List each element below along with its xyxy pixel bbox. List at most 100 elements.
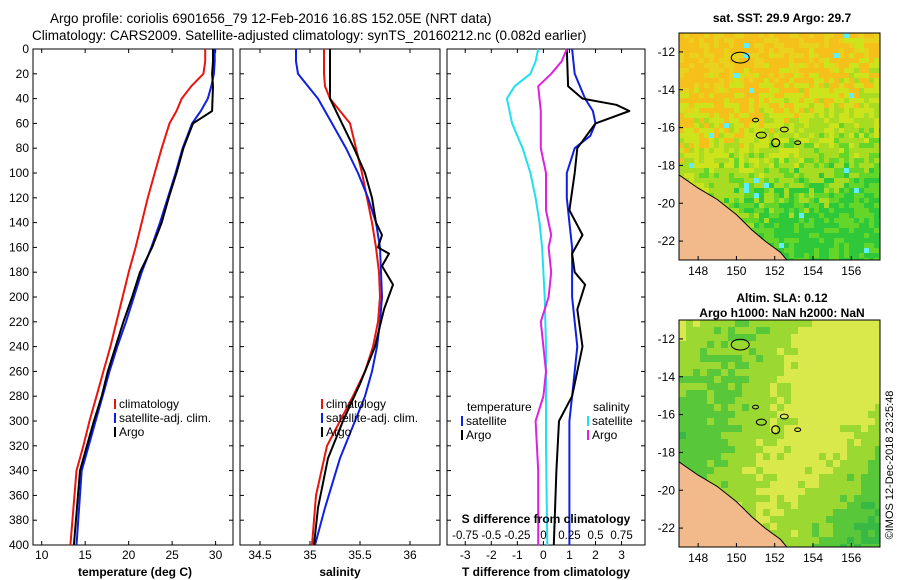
map-cell	[719, 43, 724, 48]
map-cell	[679, 460, 686, 467]
map-cell	[709, 73, 714, 78]
map-cell	[709, 158, 714, 163]
map-cell	[844, 218, 849, 223]
map-cell	[864, 103, 869, 108]
map-cell	[769, 163, 774, 168]
map-cell	[840, 404, 847, 411]
map-cell	[849, 193, 854, 198]
map-cell	[756, 488, 763, 495]
map-cell	[714, 143, 719, 148]
map-cell	[824, 93, 829, 98]
map-cell	[742, 369, 749, 376]
map-cell	[774, 173, 779, 178]
map-cell	[784, 243, 789, 248]
map-cell	[854, 108, 859, 113]
map-cell	[854, 218, 859, 223]
reef-outline	[752, 117, 760, 123]
map-cell	[774, 203, 779, 208]
map-cell	[859, 113, 864, 118]
map-cell	[839, 178, 844, 183]
map-cell	[735, 481, 742, 488]
map-cell	[812, 481, 819, 488]
map-cell	[805, 334, 812, 341]
map-cell	[861, 530, 868, 537]
map-cell	[812, 488, 819, 495]
map-cell	[829, 93, 834, 98]
map-cell	[819, 68, 824, 73]
map-cell	[864, 228, 869, 233]
map-cell	[809, 103, 814, 108]
map-cell	[859, 143, 864, 148]
x-tick-label: 0	[540, 548, 547, 562]
map-cell	[829, 133, 834, 138]
map-cell	[724, 158, 729, 163]
map-cell	[704, 183, 709, 188]
map-cell	[864, 63, 869, 68]
map-cell	[724, 148, 729, 153]
map-cell	[749, 63, 754, 68]
map-cell	[859, 33, 864, 38]
map-cell	[689, 83, 694, 88]
map-cell	[791, 348, 798, 355]
map-cell	[779, 58, 784, 63]
map-cell	[779, 88, 784, 93]
map-cell	[814, 108, 819, 113]
map-cell	[799, 138, 804, 143]
map-cell	[861, 411, 868, 418]
map-cell	[756, 355, 763, 362]
y-tick-label: 120	[9, 191, 29, 205]
map-cell	[864, 123, 869, 128]
map-cell	[859, 158, 864, 163]
map-cell	[826, 369, 833, 376]
map-cell	[714, 148, 719, 153]
map-cell	[833, 502, 840, 509]
map-cell	[679, 103, 684, 108]
map-cell	[798, 488, 805, 495]
map-cell	[859, 223, 864, 228]
map-cell	[861, 397, 868, 404]
map-cell	[704, 38, 709, 43]
map-cell	[789, 103, 794, 108]
map-cell	[814, 233, 819, 238]
map-cell	[794, 58, 799, 63]
legend-title-salinity: salinity	[593, 400, 630, 414]
map-cell	[854, 88, 859, 93]
map-cell	[804, 133, 809, 138]
map-cell	[861, 404, 868, 411]
map-cell	[839, 118, 844, 123]
map-cell	[834, 228, 839, 233]
map-cell	[735, 320, 742, 327]
map-cell	[839, 163, 844, 168]
map-cell	[754, 63, 759, 68]
map-cell	[789, 223, 794, 228]
map-cell	[754, 78, 759, 83]
map-cell	[754, 188, 759, 193]
map-cell	[834, 243, 839, 248]
map-cell	[714, 88, 719, 93]
map-cell	[704, 143, 709, 148]
map-cell	[754, 103, 759, 108]
map-cell	[749, 78, 754, 83]
map-cell	[834, 58, 839, 63]
map-cell	[799, 118, 804, 123]
map-cell	[770, 355, 777, 362]
map-cell	[875, 362, 880, 369]
map-cell	[729, 148, 734, 153]
map-cell	[875, 383, 880, 390]
map-cell	[774, 188, 779, 193]
map-cell	[734, 168, 739, 173]
map-cell	[854, 439, 861, 446]
map-cell	[812, 502, 819, 509]
map-cell	[693, 446, 700, 453]
map-cell	[764, 108, 769, 113]
map-cell	[784, 248, 789, 253]
map-cell	[861, 495, 868, 502]
map-cell	[734, 78, 739, 83]
map-cell	[756, 495, 763, 502]
map-cell	[779, 193, 784, 198]
map-cell	[839, 148, 844, 153]
map-cell	[868, 481, 875, 488]
map-cell	[840, 439, 847, 446]
map-cell	[779, 143, 784, 148]
map-cell	[804, 233, 809, 238]
